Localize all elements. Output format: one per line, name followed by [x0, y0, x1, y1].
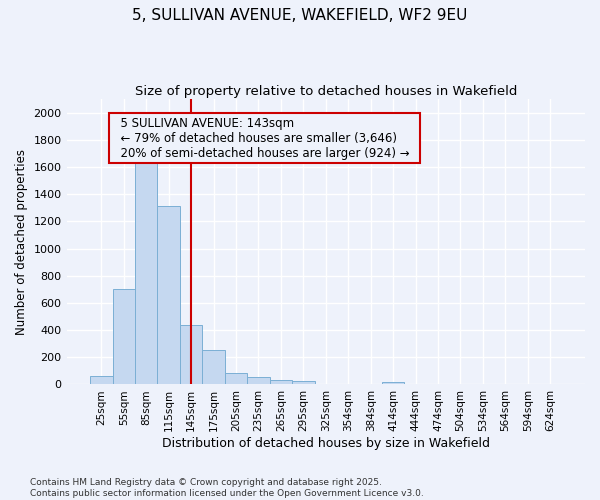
Text: 5 SULLIVAN AVENUE: 143sqm  
  ← 79% of detached houses are smaller (3,646)  
  2: 5 SULLIVAN AVENUE: 143sqm ← 79% of detac…: [113, 117, 416, 160]
Bar: [90, 376, 113, 384]
Bar: [225, 373, 247, 384]
Bar: [247, 377, 269, 384]
Bar: [157, 206, 180, 384]
Bar: [292, 381, 314, 384]
Bar: [113, 290, 135, 384]
Bar: [269, 380, 292, 384]
Title: Size of property relative to detached houses in Wakefield: Size of property relative to detached ho…: [134, 85, 517, 98]
Bar: [382, 382, 404, 384]
X-axis label: Distribution of detached houses by size in Wakefield: Distribution of detached houses by size …: [162, 437, 490, 450]
Bar: [135, 159, 157, 384]
Bar: [202, 350, 225, 384]
Text: 5, SULLIVAN AVENUE, WAKEFIELD, WF2 9EU: 5, SULLIVAN AVENUE, WAKEFIELD, WF2 9EU: [133, 8, 467, 22]
Y-axis label: Number of detached properties: Number of detached properties: [15, 149, 28, 335]
Bar: [180, 324, 202, 384]
Text: Contains HM Land Registry data © Crown copyright and database right 2025.
Contai: Contains HM Land Registry data © Crown c…: [30, 478, 424, 498]
